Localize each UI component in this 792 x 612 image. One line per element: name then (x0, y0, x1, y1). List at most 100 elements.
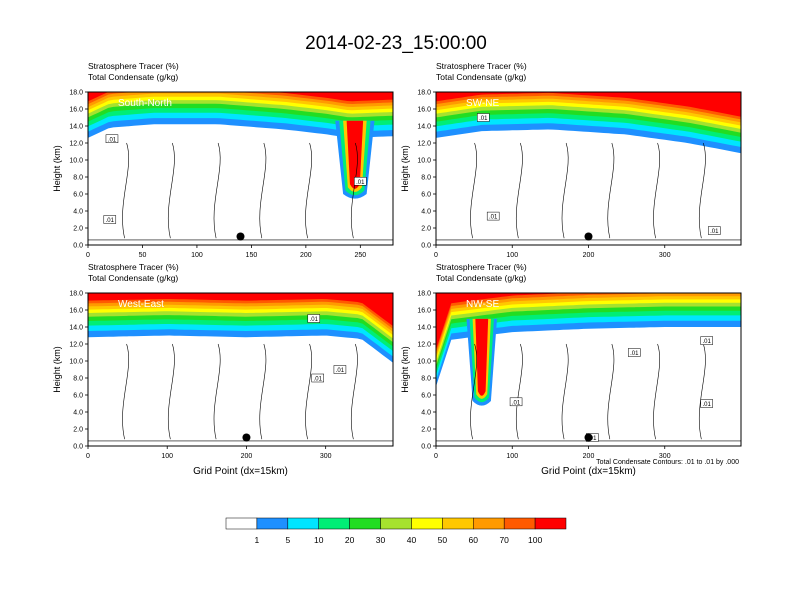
contour-line (653, 343, 660, 440)
contour-label: .01 (703, 402, 712, 408)
y-tick-label: 0.0 (73, 444, 83, 451)
contour-label-box (354, 177, 367, 186)
colorbar-swatch (503, 517, 536, 530)
y-tick-label: 2.0 (73, 226, 83, 233)
tracer-band-9 (88, 92, 393, 102)
contour-line (259, 343, 267, 440)
tracer-band-7 (88, 293, 393, 332)
y-tick-label: 10.0 (69, 158, 83, 165)
location-marker (242, 433, 251, 442)
contour-line (167, 142, 175, 239)
contour-label-box (311, 373, 324, 383)
y-tick-label: 14.0 (69, 124, 83, 131)
y-tick-label: 16.0 (69, 107, 83, 114)
x-tick-label: 50 (139, 252, 147, 259)
y-axis-label: Height (km) (400, 346, 410, 393)
colorbar-swatch (380, 517, 412, 530)
panel-title-line1: Stratosphere Tracer (%) (88, 262, 179, 272)
y-tick-label: 16.0 (417, 308, 431, 315)
x-tick-label: 150 (246, 252, 258, 259)
y-tick-label: 4.0 (73, 209, 83, 216)
y-tick-label: 4.0 (421, 410, 431, 417)
contour-line (607, 343, 615, 440)
contour-label-box (708, 226, 721, 235)
y-tick-label: 8.0 (73, 175, 83, 182)
contour-label: .01 (710, 229, 719, 235)
y-tick-label: 2.0 (421, 427, 431, 434)
panel-title-line2: Total Condensate (g/kg) (436, 72, 526, 82)
colorbar-label: 20 (345, 535, 355, 545)
x-tick-label: 0 (434, 453, 438, 460)
contour-line (213, 142, 221, 239)
y-tick-label: 6.0 (421, 393, 431, 400)
x-tick-label: 300 (659, 252, 671, 259)
contour-line (561, 343, 569, 440)
panel-2: .01 .01 .01 West-East Stratosphere Tracer (%… (52, 262, 394, 477)
colorbar-label: 1 (255, 535, 260, 545)
panel-1: .01 .01 .01 SW-NE Stratosphere Tracer (%)Tot… (400, 61, 742, 259)
tracer-field (88, 293, 393, 442)
y-axis-label: Height (km) (400, 145, 410, 192)
colorbar-label: 5 (285, 535, 290, 545)
tracer-tongue-3 (475, 318, 489, 396)
y-axis-label: Height (km) (52, 346, 62, 393)
y-tick-label: 6.0 (421, 192, 431, 199)
x-tick-label: 200 (583, 453, 595, 460)
colorbar-swatch (473, 517, 505, 530)
contour-line (470, 142, 477, 239)
colorbar-label: 50 (438, 535, 448, 545)
plot-frame (87, 292, 394, 447)
colorbar-swatch (349, 517, 381, 530)
contour-label-box (103, 215, 117, 224)
colorbar-swatch (534, 517, 567, 530)
contour-line (167, 343, 175, 440)
colorbar-label: 10 (314, 535, 324, 545)
x-tick-label: 0 (86, 453, 90, 460)
location-marker (584, 232, 593, 241)
y-tick-label: 14.0 (417, 124, 431, 131)
x-tick-label: 0 (434, 252, 438, 259)
contour-label: .01 (336, 368, 345, 374)
tracer-band-4 (436, 293, 741, 366)
contour-line (561, 142, 569, 239)
contour-label: .01 (314, 377, 323, 383)
location-marker (584, 433, 593, 442)
panel-3: .01 .01 .01 .01 .01 NW-SE Stratosphere Tracer … (400, 262, 742, 477)
panel-title-line1: Stratosphere Tracer (%) (436, 61, 527, 71)
panel-title-line1: Stratosphere Tracer (%) (436, 262, 527, 272)
footnote: Total Condensate Contours: .01 to .01 by… (596, 459, 739, 466)
panel-title-line2: Total Condensate (g/kg) (88, 273, 178, 283)
contour-label-box (477, 113, 490, 122)
tracer-band-9 (436, 92, 741, 117)
x-tick-label: 100 (506, 453, 518, 460)
contour-label-box (486, 211, 500, 221)
contour-label: .01 (106, 218, 115, 224)
y-tick-label: 14.0 (417, 325, 431, 332)
contour-line (653, 142, 660, 239)
y-tick-label: 8.0 (73, 376, 83, 383)
panel-label: SW-NE (466, 98, 499, 109)
panel-0: .01 .01 .01 South-North Stratosphere Tracer … (52, 61, 394, 259)
y-tick-label: 8.0 (421, 175, 431, 182)
y-tick-label: 8.0 (421, 376, 431, 383)
contour-line (515, 142, 523, 239)
y-tick-label: 2.0 (73, 427, 83, 434)
contour-line (259, 142, 267, 239)
x-tick-label: 200 (583, 252, 595, 259)
plot-frame (87, 91, 394, 246)
colorbar: 1 5 10 20 30 40 50 60 70 100 (225, 517, 567, 545)
x-tick-label: 200 (300, 252, 312, 259)
contour-label: .01 (108, 137, 117, 143)
y-tick-label: 12.0 (69, 141, 83, 148)
panels: .01 .01 .01 South-North Stratosphere Tracer … (52, 61, 742, 477)
y-tick-label: 12.0 (417, 342, 431, 349)
contour-line (350, 142, 358, 239)
contour-label-box (700, 399, 713, 408)
panel-label: NW-SE (466, 299, 499, 310)
condensate-contours (88, 343, 393, 442)
tracer-field (436, 293, 741, 442)
colorbar-swatch (442, 517, 474, 530)
contour-label: .01 (512, 400, 521, 406)
contour-line (305, 343, 312, 440)
tracer-field (436, 92, 741, 241)
